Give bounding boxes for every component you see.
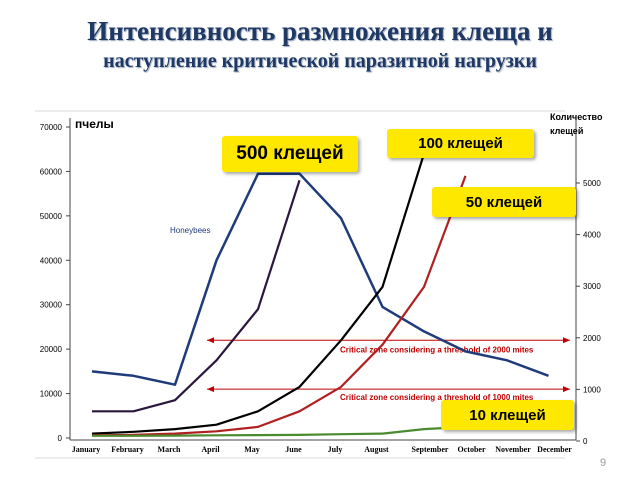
x-tick-label: April xyxy=(201,445,220,454)
right-axis-label: Количество xyxy=(550,112,603,122)
x-tick-label: June xyxy=(285,445,302,454)
callout-10: 10 клещей xyxy=(441,400,574,430)
left-tick-label: 60000 xyxy=(40,167,63,176)
x-tick-label: February xyxy=(111,445,143,454)
right-axis-label: клещей xyxy=(550,126,583,136)
critical-arrow-right xyxy=(563,337,570,344)
critical-arrow-left xyxy=(207,386,214,393)
x-tick-label: September xyxy=(412,445,449,454)
critical-arrow-left xyxy=(207,337,214,344)
x-tick-label: March xyxy=(158,445,182,454)
left-tick-label: 20000 xyxy=(40,345,63,354)
series-label-honeybees: Honeybees xyxy=(170,226,210,235)
left-axis-label: пчелы xyxy=(75,117,114,131)
series-line xyxy=(91,172,549,386)
left-tick-label: 50000 xyxy=(40,212,63,221)
right-tick-label: 1000 xyxy=(583,385,601,394)
right-tick-label: 5000 xyxy=(583,179,601,188)
right-tick-label: 4000 xyxy=(583,231,601,240)
x-tick-label: November xyxy=(495,445,531,454)
series-line xyxy=(92,179,301,413)
series-line xyxy=(92,425,466,437)
critical-zone-label: Critical zone considering a threshold of… xyxy=(340,345,534,354)
left-tick-label: 70000 xyxy=(40,123,63,132)
x-tick-label: August xyxy=(364,445,389,454)
series-line xyxy=(91,153,426,435)
slide-title-line2: наступление критической паразитной нагру… xyxy=(103,50,537,72)
x-tick-label: January xyxy=(72,445,100,454)
callout-50: 50 клещей xyxy=(432,187,576,217)
callout-500: 500 клещей xyxy=(222,136,358,172)
x-tick-label: July xyxy=(328,445,343,454)
critical-arrow-right xyxy=(563,386,570,393)
left-tick-label: 30000 xyxy=(40,301,63,310)
slide-title-line1: Интенсивность размножения клеща и xyxy=(87,16,553,46)
right-tick-label: 0 xyxy=(583,437,588,446)
x-tick-label: October xyxy=(458,445,486,454)
callout-100: 100 клещей xyxy=(387,129,534,158)
left-tick-label: 0 xyxy=(58,434,63,443)
page-number: 9 xyxy=(600,457,607,469)
left-tick-label: 10000 xyxy=(40,390,63,399)
x-tick-label: May xyxy=(244,445,260,454)
critical-zone-label: Critical zone considering a threshold of… xyxy=(340,393,534,402)
x-tick-label: December xyxy=(537,445,572,454)
right-tick-label: 2000 xyxy=(583,334,601,343)
left-tick-label: 40000 xyxy=(40,256,63,265)
right-tick-label: 3000 xyxy=(583,282,601,291)
series-line xyxy=(91,175,467,437)
